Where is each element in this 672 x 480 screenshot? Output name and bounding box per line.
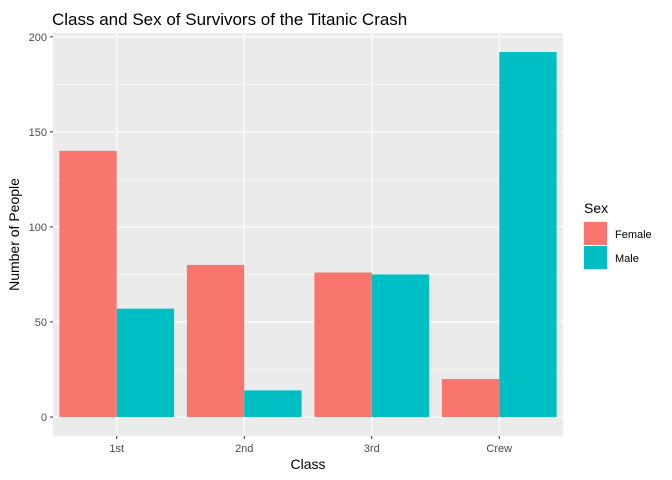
bar-male-3rd	[371, 274, 430, 417]
x-tick-label: Crew	[486, 443, 512, 455]
y-tick-label: 100	[29, 222, 47, 234]
bar-female-2nd	[186, 264, 245, 417]
x-tick-label: 3rd	[364, 443, 380, 455]
legend-title: Sex	[584, 200, 608, 216]
legend: Sex Female Male	[584, 200, 652, 269]
legend-label-female: Female	[615, 229, 652, 241]
y-tick-label: 200	[29, 32, 47, 44]
bar-female-1st	[59, 150, 117, 417]
x-axis-title: Class	[290, 456, 325, 472]
bar-female-3rd	[314, 272, 372, 417]
bar-male-1st	[116, 308, 175, 417]
legend-label-male: Male	[615, 253, 639, 265]
y-tick-label: 0	[41, 412, 47, 424]
legend-swatch-male	[584, 246, 607, 269]
bar-female-crew	[441, 378, 500, 417]
legend-swatch-female	[584, 222, 607, 245]
chart-title: Class and Sex of Survivors of the Titani…	[52, 10, 407, 29]
bar-male-crew	[499, 52, 557, 417]
y-axis-title: Number of People	[6, 178, 22, 291]
bar-male-2nd	[244, 390, 302, 417]
bars	[59, 52, 557, 417]
x-tick-label: 2nd	[235, 443, 253, 455]
y-tick-label: 150	[29, 127, 47, 139]
x-tick-label: 1st	[109, 443, 124, 455]
axes: 0 50 100 150 200 1st 2nd 3rd Crew	[29, 32, 512, 455]
y-tick-label: 50	[35, 317, 47, 329]
